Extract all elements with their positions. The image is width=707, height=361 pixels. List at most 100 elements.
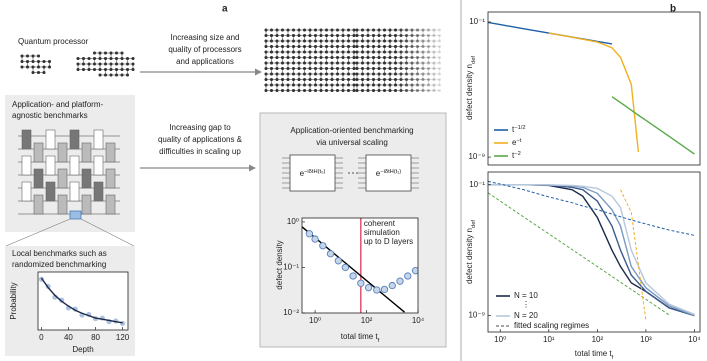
qubit xyxy=(324,61,329,65)
gate xyxy=(33,142,44,163)
qubit xyxy=(302,50,307,54)
qubit xyxy=(297,77,301,82)
qubit xyxy=(421,66,425,71)
qubit xyxy=(280,88,285,93)
qubit xyxy=(103,62,108,66)
x-tick-label: 10¹ xyxy=(543,335,555,344)
qubit xyxy=(382,77,387,82)
qubit xyxy=(319,77,323,82)
qubit xyxy=(335,55,340,60)
qubit xyxy=(302,61,307,65)
qubit xyxy=(366,33,370,38)
legend-label: t−2 xyxy=(512,151,521,161)
qubit xyxy=(355,88,359,93)
qubit xyxy=(360,61,365,65)
qubit xyxy=(437,28,442,32)
qubit xyxy=(36,59,41,64)
qubit xyxy=(352,72,356,76)
qubit xyxy=(360,33,365,38)
x-tick-label: 80 xyxy=(91,333,100,342)
qubit xyxy=(355,39,359,43)
gate-label-sup: −iδtH(t₁) xyxy=(380,169,401,175)
qubit xyxy=(275,88,279,93)
qubit xyxy=(324,66,329,71)
qubit xyxy=(280,33,285,38)
qubit xyxy=(319,44,323,49)
qubit xyxy=(330,55,334,60)
y-axis-label-sub: def xyxy=(471,56,477,64)
x-axis-label-base: total time t xyxy=(341,332,379,341)
qubit xyxy=(346,83,351,87)
qubit xyxy=(437,61,442,65)
qubit xyxy=(114,73,119,77)
qubit xyxy=(421,28,425,32)
gate xyxy=(21,181,32,202)
dots xyxy=(356,172,358,174)
qubit xyxy=(393,28,398,32)
qubit xyxy=(341,88,345,93)
qubit xyxy=(360,88,365,93)
gate xyxy=(69,155,80,176)
qubit xyxy=(426,66,431,71)
qubit xyxy=(31,65,35,69)
qubit xyxy=(313,66,318,71)
y-axis-label-base: defect density n xyxy=(465,64,474,120)
qubit xyxy=(335,61,340,65)
qubit xyxy=(366,50,370,54)
qubit xyxy=(382,33,387,38)
qubit xyxy=(352,83,356,87)
x-tick-label: 10⁴ xyxy=(412,316,425,325)
qubit xyxy=(341,33,345,38)
qubit xyxy=(81,62,86,66)
legend-label: t−1/2 xyxy=(512,125,526,135)
qubit xyxy=(324,44,329,49)
qubit xyxy=(114,56,119,61)
qubit xyxy=(341,83,345,87)
qubit xyxy=(437,72,442,76)
qubit xyxy=(280,66,285,71)
qubit xyxy=(109,62,113,66)
qubit xyxy=(275,83,279,87)
qubit xyxy=(421,77,425,82)
gate xyxy=(33,194,44,215)
qubit xyxy=(352,61,356,65)
y-axis-label: Probability xyxy=(9,282,18,319)
qubit xyxy=(415,55,420,60)
qubit xyxy=(371,77,376,82)
fit-line xyxy=(620,189,647,321)
qubit xyxy=(264,50,268,54)
qubit xyxy=(308,66,312,71)
gate xyxy=(93,181,104,202)
qubit xyxy=(324,50,329,54)
qubit xyxy=(388,33,392,38)
qubit xyxy=(437,77,442,82)
series-line xyxy=(611,96,695,155)
qubit xyxy=(286,50,290,54)
annotation: up to D layers xyxy=(364,237,413,246)
annotation: coherent xyxy=(364,219,396,228)
point xyxy=(326,250,335,258)
qubit xyxy=(404,83,409,87)
qubit xyxy=(313,33,318,38)
legend-label: fitted scaling regimes xyxy=(514,321,589,330)
arrow-caption: Increasing size and xyxy=(171,33,240,42)
qubit xyxy=(352,28,356,32)
qubit xyxy=(286,33,290,38)
series-line xyxy=(548,32,640,153)
qubit xyxy=(103,56,108,61)
qubit xyxy=(120,56,124,61)
gate xyxy=(93,155,104,176)
legend-label: N = 10 xyxy=(514,291,538,300)
qubit xyxy=(286,55,290,60)
qubit xyxy=(432,66,436,71)
qubit xyxy=(377,77,381,82)
qubit xyxy=(371,83,376,87)
qubit xyxy=(76,62,80,66)
qubit xyxy=(355,50,359,54)
qubit xyxy=(404,72,409,76)
x-tick-label: 10⁴ xyxy=(688,335,701,344)
qubit xyxy=(335,50,340,54)
y-tick-label: 10⁻⁹ xyxy=(468,152,485,161)
qubit xyxy=(415,33,420,38)
